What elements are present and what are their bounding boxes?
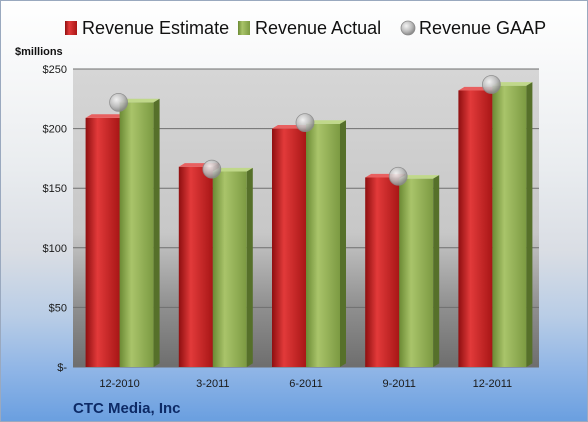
actual-bar-side xyxy=(526,82,533,367)
gaap-marker xyxy=(109,92,128,112)
estimate-bar xyxy=(458,90,493,368)
gaap-marker xyxy=(202,159,222,179)
estimate-bar xyxy=(85,117,120,367)
gaap-marker xyxy=(295,113,315,133)
y-tick-label: $- xyxy=(57,362,67,374)
actual-bar xyxy=(399,178,434,367)
y-tick-label: $100 xyxy=(43,243,67,255)
legend-actual-swatch xyxy=(238,21,250,35)
legend-actual-label: Revenue Actual xyxy=(255,18,381,38)
actual-bar-top xyxy=(399,175,440,179)
actual-bar xyxy=(492,85,527,368)
estimate-bar xyxy=(178,166,213,367)
actual-bar-side xyxy=(246,167,253,367)
x-tick-label: 9-2011 xyxy=(382,378,415,390)
x-tick-label: 12-2010 xyxy=(99,378,139,390)
gaap-marker xyxy=(388,166,408,186)
actual-bar-side xyxy=(153,98,160,367)
y-unit-label: $millions xyxy=(15,46,63,58)
x-tick-label: 6-2011 xyxy=(289,378,322,390)
actual-bar-top xyxy=(492,82,533,86)
legend-gaap-label: Revenue GAAP xyxy=(419,18,546,38)
gaap-marker xyxy=(481,75,501,94)
actual-bar xyxy=(212,171,247,367)
y-tick-label: $50 xyxy=(49,302,67,314)
legend-gaap-swatch xyxy=(400,20,416,36)
x-tick-label: 12-2011 xyxy=(473,378,513,390)
legend-estimate-label: Revenue Estimate xyxy=(82,18,229,38)
x-tick-label: 3-2011 xyxy=(196,378,229,390)
actual-bar-side xyxy=(433,175,440,367)
actual-bar xyxy=(119,102,154,367)
estimate-bar xyxy=(365,177,400,367)
actual-bar xyxy=(306,123,340,367)
actual-bar-side xyxy=(340,120,346,368)
y-tick-label: $200 xyxy=(43,124,67,136)
company-name: CTC Media, Inc xyxy=(73,400,181,417)
actual-bar-top xyxy=(212,167,253,172)
y-tick-label: $250 xyxy=(43,64,67,76)
actual-bar-top xyxy=(306,120,346,124)
y-tick-label: $150 xyxy=(43,183,67,195)
estimate-bar-top xyxy=(85,114,126,118)
actual-bar-top xyxy=(119,98,160,103)
legend-estimate-swatch xyxy=(65,21,77,35)
estimate-bar xyxy=(272,128,306,367)
